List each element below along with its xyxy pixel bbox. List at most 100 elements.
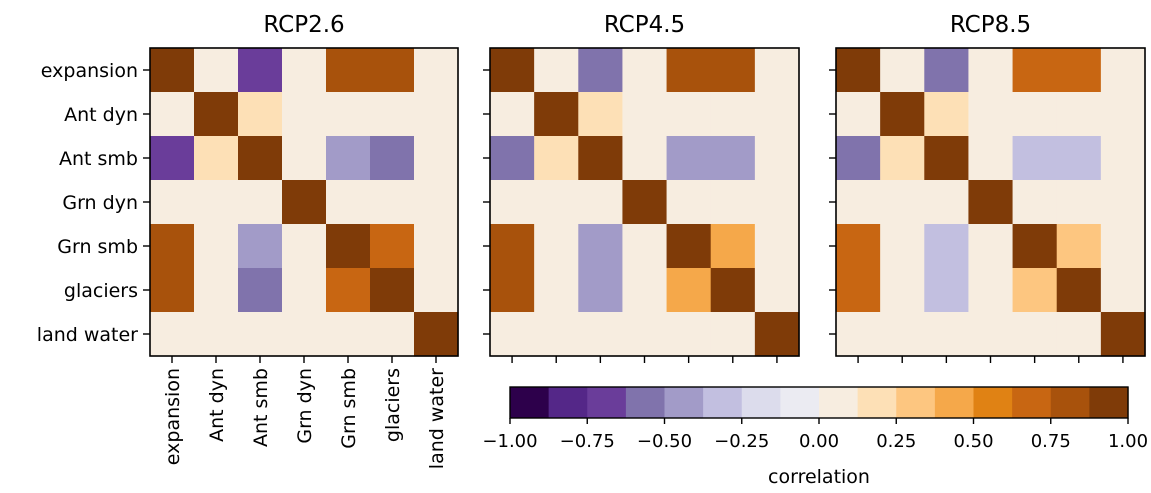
y-tick-label: Ant dyn (64, 104, 138, 126)
heatmap-cell (754, 136, 800, 181)
heatmap-cell (238, 224, 283, 269)
heatmap-panel-rcp45: RCP4.5 (483, 12, 800, 363)
heatmap-cell (1012, 48, 1058, 93)
heatmap-cell (1100, 92, 1146, 137)
heatmap-cell (534, 268, 579, 313)
heatmap-cell (1056, 312, 1102, 357)
heatmap-cell (666, 180, 712, 225)
heatmap-cell (282, 312, 327, 357)
heatmap-cell (836, 136, 881, 181)
heatmap-cell (414, 92, 459, 137)
y-tick-label: Grn smb (57, 236, 138, 258)
x-tick-label: Grn smb (338, 368, 360, 449)
heatmap-cell (150, 224, 195, 269)
heatmap-cell (534, 48, 579, 93)
heatmap-cell (666, 312, 712, 357)
heatmap-cell (1056, 268, 1102, 313)
heatmap-cell (1100, 48, 1146, 93)
heatmap-cell (880, 224, 925, 269)
heatmap-cell (1056, 92, 1102, 137)
heatmap-cell (1012, 312, 1058, 357)
heatmap-cell (666, 224, 712, 269)
heatmap-panel-rcp26: RCP2.6 expansion Ant dyn Ant smb Grn dyn Grn … (37, 12, 459, 469)
heatmap-cell (490, 180, 535, 225)
heatmap-cell (754, 180, 800, 225)
heatmap-cell (326, 180, 371, 225)
heatmap-cell (326, 48, 371, 93)
heatmap-cell (282, 224, 327, 269)
heatmap-cell (282, 136, 327, 181)
heatmap-cell (880, 92, 925, 137)
heatmap-cell (710, 312, 756, 357)
heatmap-cell (1056, 136, 1102, 181)
heatmap-cell (1012, 180, 1058, 225)
heatmap-cell (282, 268, 327, 313)
heatmap-cell (370, 180, 415, 225)
heatmap-cell (414, 224, 459, 269)
colorbar-segment (1012, 387, 1052, 418)
heatmap-cell (1056, 224, 1102, 269)
heatmap-cell (414, 180, 459, 225)
heatmap-cell (968, 92, 1014, 137)
heatmap-cell (622, 268, 668, 313)
colorbar-segment (819, 387, 859, 418)
colorbar-segment (857, 387, 897, 418)
heatmap-cell (1012, 92, 1058, 137)
colorbar-segment (1050, 387, 1090, 418)
heatmap-cell (150, 48, 195, 93)
heatmap-cell (282, 48, 327, 93)
heatmap-cell (710, 48, 756, 93)
heatmap-cell (238, 136, 283, 181)
heatmap-cell (414, 136, 459, 181)
heatmap-cell (326, 224, 371, 269)
heatmap-cell (150, 312, 195, 357)
heatmap-cell (968, 180, 1014, 225)
heatmap-cell (534, 180, 579, 225)
colorbar: −1.00 −0.75 −0.50 −0.25 0.00 0.25 0.50 0.75 1.00… (482, 386, 1148, 488)
heatmap-cell (924, 312, 970, 357)
heatmap-cell (1056, 48, 1102, 93)
heatmap-cell (968, 268, 1014, 313)
heatmap-cell (968, 312, 1014, 357)
heatmap-cell (370, 312, 415, 357)
heatmap-cell (150, 92, 195, 137)
heatmap-cell (194, 268, 239, 313)
colorbar-label: correlation (768, 466, 870, 488)
heatmap-cell (282, 180, 327, 225)
heatmap-cell (490, 136, 535, 181)
heatmap-cell (924, 224, 970, 269)
x-tick-label: Ant smb (250, 368, 272, 447)
heatmap-cell (924, 48, 970, 93)
heatmap-cell (836, 92, 881, 137)
heatmap-cell (238, 48, 283, 93)
heatmap-cell (754, 312, 800, 357)
heatmap-cell (326, 312, 371, 357)
colorbar-segment (664, 387, 704, 418)
colorbar-segment (934, 387, 975, 418)
heatmap-cell (1100, 312, 1146, 357)
heatmap-cell (238, 268, 283, 313)
heatmap-cell (578, 48, 624, 93)
heatmap-cell (282, 92, 327, 137)
colorbar-segment (625, 387, 666, 418)
heatmap-cell (194, 92, 239, 137)
heatmap-cell (1100, 268, 1146, 313)
y-tick-label: Ant smb (59, 148, 138, 170)
heatmap-cell (490, 92, 535, 137)
heatmap-cell (194, 312, 239, 357)
heatmap-cell (150, 268, 195, 313)
heatmap-cell (666, 136, 712, 181)
heatmap-cell (1100, 224, 1146, 269)
heatmap-cell (666, 48, 712, 93)
heatmap-cell (326, 92, 371, 137)
heatmap-cell (968, 48, 1014, 93)
heatmap-cell (836, 224, 881, 269)
colorbar-tick-label: −0.25 (714, 431, 769, 452)
heatmap-cell (622, 312, 668, 357)
heatmap-cell (1056, 180, 1102, 225)
heatmap-cell (194, 224, 239, 269)
colorbar-segment (703, 387, 743, 418)
heatmap-cell (924, 268, 970, 313)
heatmap-cell (194, 180, 239, 225)
